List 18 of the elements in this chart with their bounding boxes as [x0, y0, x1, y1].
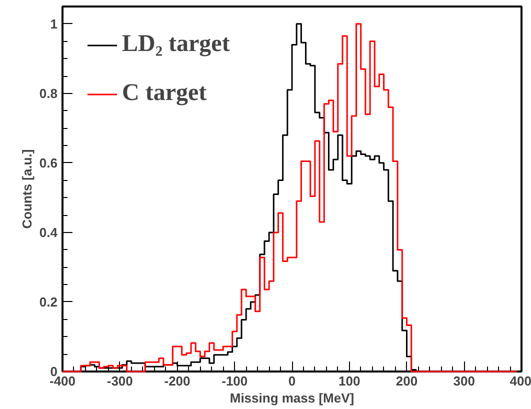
- legend-label: C target: [122, 80, 207, 107]
- legend-label: LD₂ target: [122, 31, 230, 58]
- y-tick-label: 0.6: [39, 155, 58, 170]
- y-tick-label: 0.8: [39, 86, 58, 101]
- y-tick-label: 0.4: [39, 224, 58, 240]
- y-tick-label: 1: [50, 16, 58, 32]
- x-axis-title: Missing mass [MeV]: [230, 390, 354, 406]
- x-tick-label: 100: [338, 374, 360, 388]
- x-tick-label: -300: [106, 374, 133, 388]
- x-tick-label: 0: [288, 374, 296, 388]
- x-tick-label: -200: [164, 374, 190, 388]
- x-tick-label: 400: [510, 374, 531, 388]
- y-tick-label: 0.2: [39, 294, 58, 310]
- x-tick-label: 200: [396, 374, 418, 388]
- x-tick-label: 300: [453, 374, 475, 388]
- y-tick-label: 0: [50, 364, 58, 379]
- y-axis-title: Counts [a.u.]: [19, 149, 34, 229]
- x-tick-label: -100: [222, 374, 248, 388]
